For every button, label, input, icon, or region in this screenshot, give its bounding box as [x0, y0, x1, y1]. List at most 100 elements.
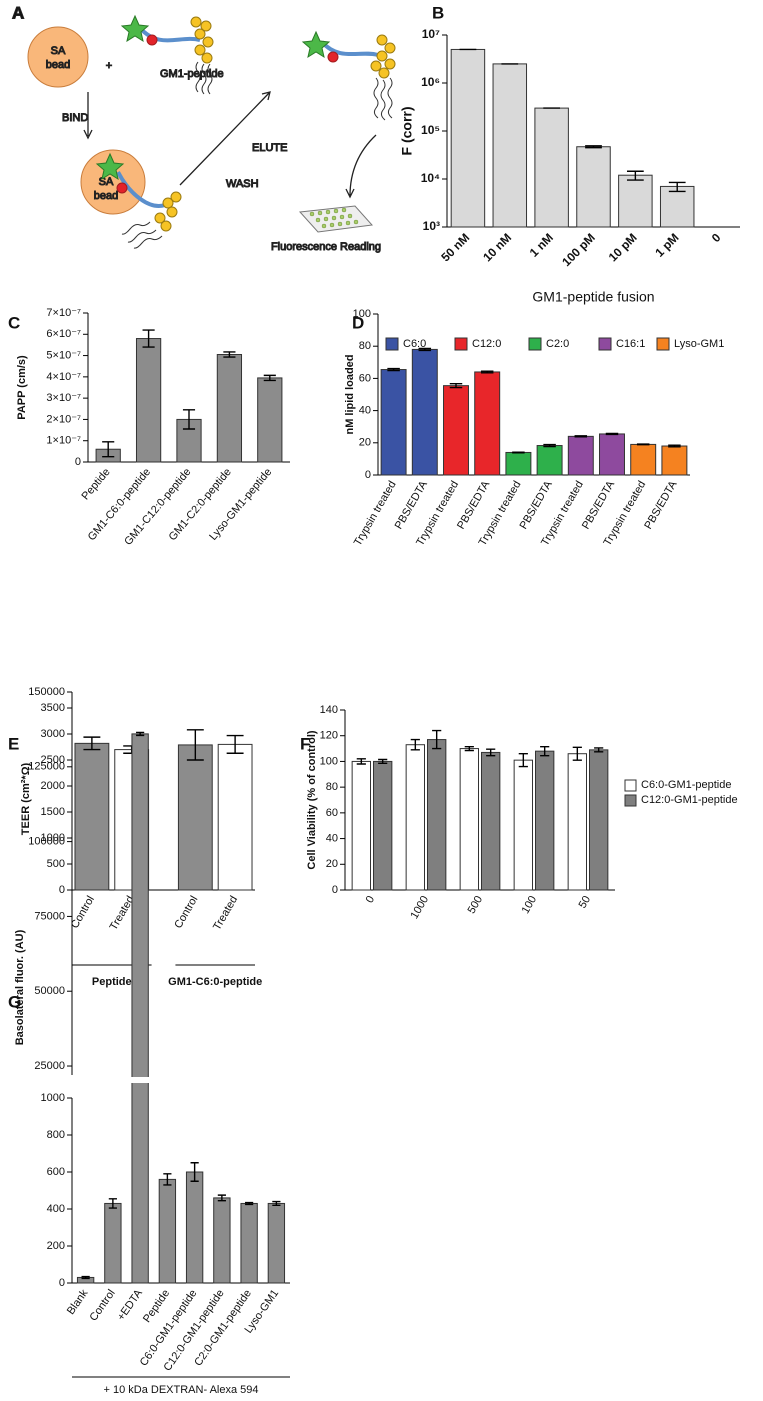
y-tick-label: 100000 [28, 836, 65, 848]
x-tick-label: Peptide [80, 466, 113, 502]
y-tick-label: 400 [47, 1203, 65, 1215]
y-tick-label: 80 [326, 781, 338, 793]
x-tick-label: Trypsin treated [352, 479, 399, 548]
y-tick-label: 6×10⁻⁷ [46, 328, 81, 340]
bar [177, 744, 213, 891]
x-tick-label: Blank [65, 1287, 91, 1317]
error-bar [182, 409, 196, 430]
legend-swatch [598, 337, 612, 351]
group-label: Peptide [92, 976, 132, 988]
bar [481, 751, 501, 891]
y-tick-label: 10⁶ [421, 75, 440, 89]
error-bar [626, 170, 644, 181]
error-bar [449, 383, 463, 389]
legend-swatch [656, 337, 670, 351]
bead-label: bead [46, 59, 70, 71]
error-bar [190, 1162, 199, 1182]
y-tick-label: 125000 [28, 761, 65, 773]
x-tick-label: 100 [520, 894, 540, 916]
bar [267, 1202, 286, 1284]
error-bar [418, 347, 432, 352]
legend-label: C6:0 [403, 338, 426, 350]
bar [380, 369, 407, 476]
error-bar [605, 432, 619, 436]
y-tick-label: 800 [47, 1129, 65, 1141]
x-axis-label: GM1-peptide fusion [532, 289, 654, 305]
bar [589, 749, 609, 891]
error-bar [226, 734, 244, 754]
plus: + [106, 60, 112, 72]
error-bar [518, 753, 528, 768]
legend-label: C6:0-GM1-peptide [641, 779, 732, 791]
y-axis-label: nM lipid loaded [344, 354, 356, 434]
bar [659, 185, 695, 228]
legend-swatch [624, 794, 637, 807]
bar [618, 174, 653, 228]
error-bar [410, 738, 420, 751]
x-tick-label: 10 nM [480, 230, 514, 264]
error-bar [572, 746, 582, 761]
error-bar [81, 1275, 90, 1280]
x-tick-label: 0 [364, 894, 377, 905]
error-bar [668, 444, 681, 448]
bar [373, 760, 393, 891]
y-axis-label: PAPP (cm/s) [16, 355, 28, 420]
bar [535, 750, 555, 891]
y-tick-label: 7×10⁻⁷ [46, 307, 81, 319]
panel-label: C [8, 313, 20, 332]
y-tick-label: 120 [320, 730, 338, 742]
x-tick-label: Control [88, 1288, 118, 1324]
legend-label: Lyso-GM1 [674, 338, 724, 350]
legend-label: C16:1 [616, 338, 645, 350]
error-bar [142, 329, 155, 348]
y-tick-label: 150000 [28, 686, 65, 698]
y-tick-label: 40 [359, 405, 371, 417]
y-tick-label: 60 [359, 372, 371, 384]
y-tick-label: 80 [359, 340, 371, 352]
legend-swatch [528, 337, 542, 351]
bar [492, 63, 528, 228]
bar [630, 443, 657, 476]
legend-swatch [624, 779, 637, 792]
bar [217, 743, 253, 891]
legend-swatch [454, 337, 468, 351]
footer: + 10 kDa DEXTRAN- Alexa 594 [104, 1384, 259, 1396]
y-axis-label: Basolateral fluor. (AU) [14, 929, 26, 1045]
x-tick-label: 0 [709, 230, 724, 245]
y-tick-label: 2500 [41, 754, 65, 766]
y-tick-label: 3000 [41, 728, 65, 740]
error-bar [480, 370, 494, 374]
x-tick-label: 1 nM [527, 230, 556, 259]
error-bar [512, 451, 525, 454]
error-bar [163, 1173, 172, 1186]
error-bar [272, 1200, 281, 1206]
x-tick-label: PBS/EDTA [642, 478, 680, 531]
bead-label: SA [99, 176, 114, 188]
y-tick-label: 1×10⁻⁷ [46, 435, 81, 447]
bar [661, 445, 688, 476]
error-bar [668, 181, 686, 193]
bar [427, 739, 447, 891]
y-tick-label: 0 [332, 884, 338, 896]
y-tick-label: 2×10⁻⁷ [46, 413, 81, 425]
y-tick-label: 10³ [423, 219, 440, 233]
bar [599, 433, 625, 476]
x-tick-label: 1000 [408, 894, 431, 921]
y-tick-label: 200 [47, 1240, 65, 1252]
error-bar [574, 435, 588, 438]
bar [567, 753, 588, 891]
legend-label: C12:0 [472, 338, 501, 350]
x-tick-label: Control [69, 894, 97, 931]
y-tick-label: 5×10⁻⁷ [46, 349, 81, 361]
legend-label: C2:0 [546, 338, 569, 350]
y-tick-label: 10⁷ [422, 27, 440, 41]
error-bar [223, 351, 236, 358]
error-bar [186, 729, 204, 761]
step-label: ELUTE [252, 142, 287, 154]
group-label: GM1-C6:0-peptide [168, 976, 262, 988]
error-bar [585, 145, 602, 149]
legend-swatch [385, 337, 399, 351]
bar [411, 348, 438, 476]
error-bar [378, 758, 388, 765]
